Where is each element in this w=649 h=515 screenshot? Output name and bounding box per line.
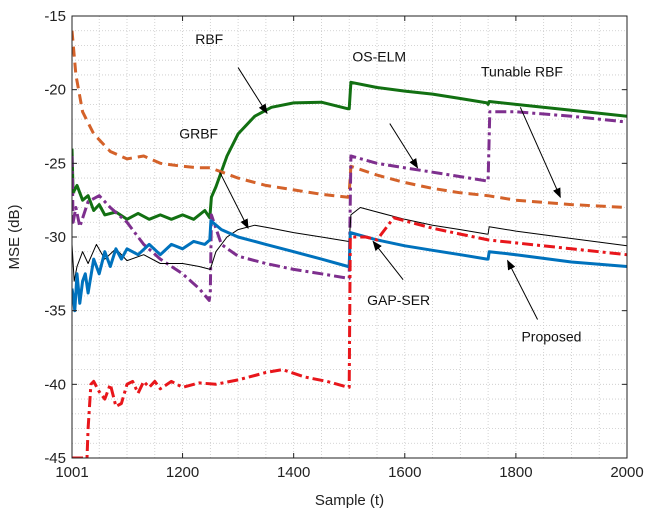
y-tick-label: -25 <box>44 155 66 172</box>
series-line-rbf <box>72 80 627 221</box>
annotation-label-grbf: GRBF <box>179 125 218 141</box>
y-tick-label: -15 <box>44 8 66 25</box>
series-line-os-elm <box>72 110 627 302</box>
series-line-proposed <box>72 219 627 313</box>
series-line-tunable-rbf <box>72 30 627 209</box>
annotation-arrow-os-elm <box>389 123 419 169</box>
annotation-arrow-grbf <box>219 171 249 230</box>
x-tick-label: 1600 <box>388 464 421 481</box>
annotation-arrow-rbf <box>237 67 268 115</box>
y-axis-title: MSE (dB) <box>6 204 23 269</box>
series-line-grbf <box>72 207 627 282</box>
x-tick-label: 1800 <box>499 464 532 481</box>
annotation-label-os-elm: OS-ELM <box>352 49 406 65</box>
annotation-label-tunable-rbf: Tunable RBF <box>481 63 563 79</box>
y-tick-label: -20 <box>44 82 66 99</box>
x-axis-title: Sample (t) <box>315 492 384 509</box>
annotation-arrow-tunable-rbf <box>519 107 561 199</box>
x-tick-label: 1400 <box>277 464 310 481</box>
series-line-gap-ser <box>72 216 627 458</box>
y-tick-label: -45 <box>44 450 66 467</box>
annotation-label-gap-ser: GAP-SER <box>367 292 430 308</box>
y-tick-label: -40 <box>44 376 66 393</box>
x-tick-label: 1200 <box>166 464 199 481</box>
annotation-label-proposed: Proposed <box>521 329 581 345</box>
annotation-arrow-proposed <box>507 259 539 320</box>
annotation-arrow-gap-ser <box>372 240 404 281</box>
x-tick-label: 2000 <box>610 464 643 481</box>
grid <box>72 16 627 458</box>
axis-ticks: 1001 1200 1400 1600 1800 2000 -45 -40 -35 -30 -25 -… <box>44 8 643 481</box>
y-tick-label: -35 <box>44 303 66 320</box>
x-tick-label: 1001 <box>55 464 88 481</box>
series-lines <box>72 30 627 458</box>
y-tick-label: -30 <box>44 229 66 246</box>
annotations: RBF OS-ELM Tunable RBF GRBF GAP-SER Proposed <box>179 31 581 345</box>
annotation-label-rbf: RBF <box>195 31 223 47</box>
